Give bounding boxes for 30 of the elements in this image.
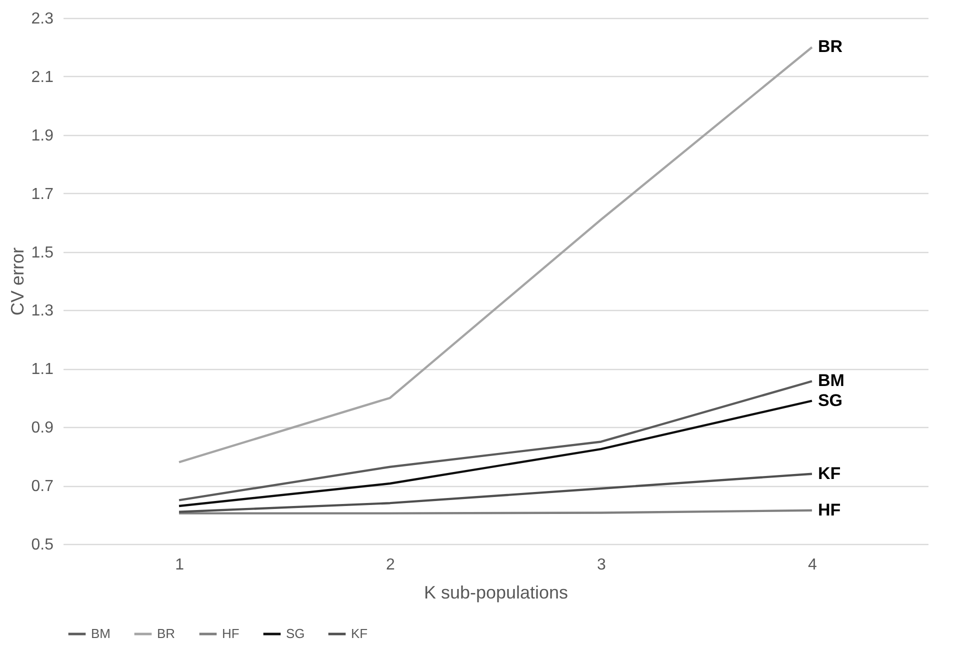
legend-label: SG [286, 626, 305, 641]
x-tick-label: 1 [175, 556, 184, 574]
x-axis-title: K sub-populations [424, 582, 568, 602]
y-tick-label: 1.9 [31, 127, 54, 144]
y-tick-label: 2.3 [31, 10, 54, 28]
text: BM [818, 371, 844, 390]
legend-label: KF [351, 626, 368, 641]
y-tick-label: 2.1 [31, 68, 54, 86]
legend-label: BR [157, 626, 176, 641]
legend-label: BM [91, 626, 110, 641]
x-tick-label: 2 [386, 556, 396, 574]
y-tick-label: 0.5 [31, 536, 54, 554]
y-tick-label: 1.1 [31, 361, 54, 378]
y-tick-label: 0.7 [31, 478, 54, 496]
y-tick-label: 1.3 [31, 302, 54, 320]
text: BR [818, 37, 843, 56]
legend-label: HF [222, 626, 240, 641]
line-series [178, 380, 814, 502]
text: KF [818, 464, 841, 483]
x-tick-label: 4 [808, 556, 818, 574]
y-axis-title: CV error [7, 247, 28, 316]
line-series [178, 472, 814, 513]
y-tick-label: 1.7 [31, 186, 54, 203]
line-series [178, 46, 814, 464]
y-tick-label: 1.5 [31, 244, 54, 262]
line-series [178, 400, 814, 508]
text: HF [818, 500, 841, 520]
text: SG [818, 390, 843, 410]
y-tick-label: 0.9 [31, 420, 54, 437]
x-tick-label: 3 [597, 556, 606, 574]
